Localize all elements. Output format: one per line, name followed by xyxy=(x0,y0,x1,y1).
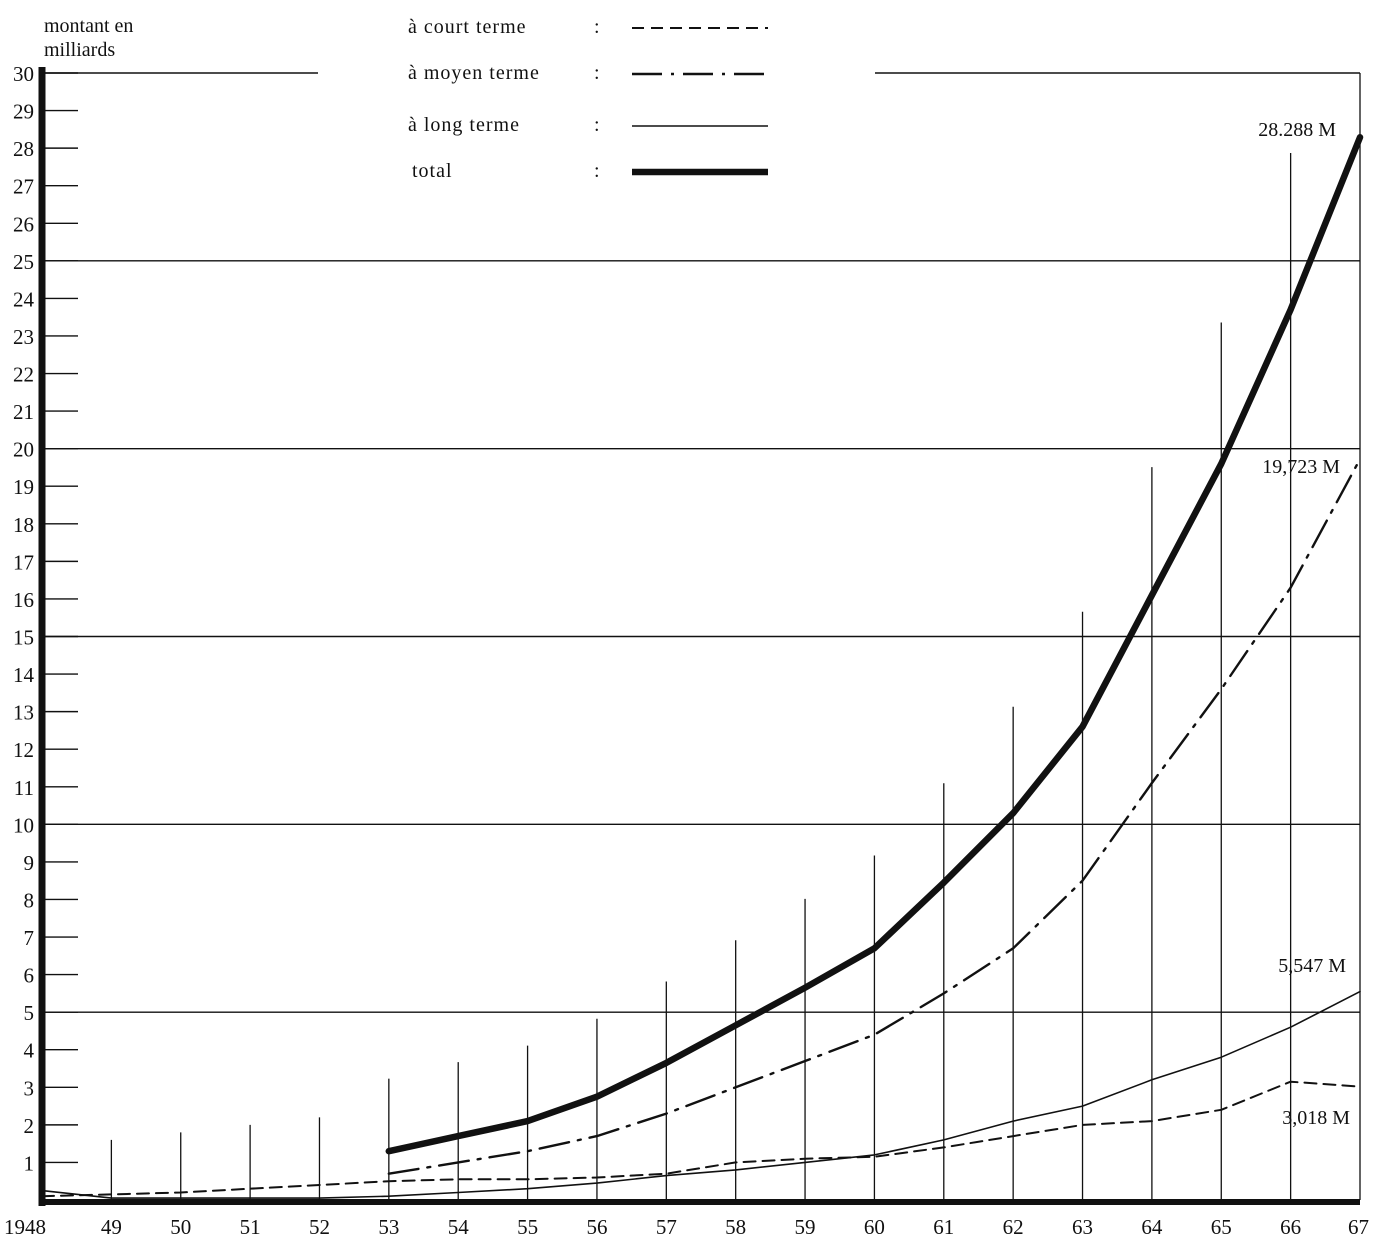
legend-label-long: à long terme xyxy=(408,114,520,136)
series-lines xyxy=(41,134,1364,1199)
y-tick-label-30: 30 xyxy=(13,62,34,86)
x-tick-label-63: 63 xyxy=(1072,1215,1093,1239)
y-tick-label-27: 27 xyxy=(13,175,34,199)
y-tick-label-13: 13 xyxy=(13,701,34,725)
x-tick-label-54: 54 xyxy=(448,1215,470,1239)
axes xyxy=(38,67,1360,1206)
series-line-moyen xyxy=(387,457,1362,1175)
x-tick-label-61: 61 xyxy=(933,1215,954,1239)
x-tick-label-52: 52 xyxy=(309,1215,330,1239)
tick-labels: 1234567891011121314151617181920212223242… xyxy=(4,62,1369,1239)
legend-sep-total: : xyxy=(594,160,601,182)
y-axis-unit-label-line2: milliards xyxy=(44,39,115,61)
legend-label-total: total xyxy=(412,160,453,182)
y-tick-label-22: 22 xyxy=(13,363,34,387)
y-tick-label-21: 21 xyxy=(13,400,34,424)
y-tick-label-5: 5 xyxy=(24,1001,35,1025)
y-tick-label-12: 12 xyxy=(13,738,34,762)
y-tick-label-25: 25 xyxy=(13,250,34,274)
y-tick-label-4: 4 xyxy=(24,1039,35,1063)
y-tick-label-3: 3 xyxy=(24,1076,35,1100)
y-tick-label-24: 24 xyxy=(13,287,35,311)
x-tick-label-53: 53 xyxy=(378,1215,399,1239)
x-tick-label-1948: 1948 xyxy=(4,1215,46,1239)
y-tick-label-28: 28 xyxy=(13,137,34,161)
series-line-long xyxy=(41,990,1361,1199)
end-label-moyen: 19,723 M xyxy=(1262,456,1340,478)
y-tick-label-1: 1 xyxy=(24,1151,35,1175)
x-tick-label-60: 60 xyxy=(864,1215,885,1239)
y-tick-label-9: 9 xyxy=(24,851,35,875)
x-tick-label-67: 67 xyxy=(1348,1215,1369,1239)
series-line-court xyxy=(41,1080,1361,1198)
legend-label-court: à court terme xyxy=(408,16,527,38)
legend-sep-moyen: : xyxy=(594,62,601,84)
x-tick-label-51: 51 xyxy=(240,1215,261,1239)
x-tick-label-49: 49 xyxy=(101,1215,122,1239)
y-tick-label-29: 29 xyxy=(13,100,34,124)
y-tick-label-14: 14 xyxy=(13,663,35,687)
y-tick-label-16: 16 xyxy=(13,588,34,612)
y-tick-label-17: 17 xyxy=(13,550,34,574)
y-tick-label-7: 7 xyxy=(24,926,35,950)
x-tick-label-62: 62 xyxy=(1003,1215,1024,1239)
x-tick-label-58: 58 xyxy=(725,1215,746,1239)
legend-sep-court: : xyxy=(594,16,601,38)
legend-label-moyen: à moyen terme xyxy=(408,62,540,84)
series-line-total xyxy=(385,134,1364,1155)
y-tick-label-2: 2 xyxy=(24,1114,35,1138)
y-tick-label-19: 19 xyxy=(13,475,34,499)
x-tick-label-59: 59 xyxy=(795,1215,816,1239)
legend-sep-long: : xyxy=(594,114,601,136)
y-tick-label-8: 8 xyxy=(24,888,35,912)
x-tick-label-50: 50 xyxy=(170,1215,191,1239)
legend: à court terme: à moyen terme: à long terme… xyxy=(408,16,768,182)
y-tick-label-26: 26 xyxy=(13,212,34,236)
x-tick-label-57: 57 xyxy=(656,1215,677,1239)
y-tick-label-20: 20 xyxy=(13,438,34,462)
grid xyxy=(42,72,1361,1200)
end-label-long: 5,547 M xyxy=(1278,955,1346,977)
y-axis-unit-label: montant en xyxy=(44,15,133,37)
y-tick-label-18: 18 xyxy=(13,513,34,537)
y-tick-label-11: 11 xyxy=(14,776,34,800)
x-tick-label-66: 66 xyxy=(1280,1215,1301,1239)
end-label-court: 3,018 M xyxy=(1282,1107,1350,1129)
y-tick-label-15: 15 xyxy=(13,626,34,650)
x-tick-label-65: 65 xyxy=(1211,1215,1232,1239)
x-tick-label-55: 55 xyxy=(517,1215,538,1239)
y-tick-label-23: 23 xyxy=(13,325,34,349)
end-label-total: 28.288 M xyxy=(1258,119,1336,141)
x-tick-label-64: 64 xyxy=(1141,1215,1163,1239)
y-tick-label-10: 10 xyxy=(13,813,34,837)
y-tick-label-6: 6 xyxy=(24,964,35,988)
x-tick-label-56: 56 xyxy=(586,1215,607,1239)
